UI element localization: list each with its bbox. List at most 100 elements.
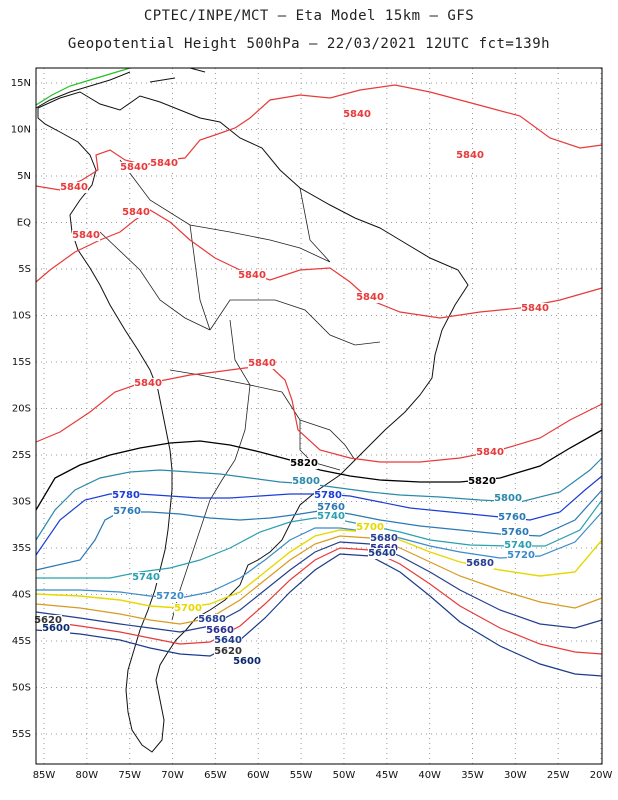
- lat-tick-label: 50S: [12, 683, 31, 694]
- contour-5840-mid: [35, 209, 603, 319]
- lon-tick-label: 55W: [290, 770, 313, 781]
- contour-5640: [35, 553, 603, 677]
- contour-label-5780: 5780: [112, 490, 140, 501]
- contour-label-bg: [504, 540, 532, 551]
- lat-tick-label: 10S: [12, 311, 31, 322]
- contour-label-5620: 5620: [34, 615, 62, 626]
- contour-label-5780: 5780: [314, 490, 342, 501]
- contour-label-bg: [317, 511, 345, 522]
- contour-label-5800: 5800: [292, 476, 320, 487]
- contour-label-5680: 5680: [370, 533, 398, 544]
- lat-tick-label: 5S: [18, 264, 31, 275]
- contour-label-5600: 5600: [233, 656, 261, 667]
- lat-tick-label: 10N: [11, 125, 31, 136]
- contour-label-5760: 5760: [317, 502, 345, 513]
- contour-label-bg: [72, 230, 100, 241]
- contour-5720: [36, 511, 603, 599]
- longitude-labels: 85W 80W 75W 70W 65W 60W 55W 50W 45W 40W 35W 30W 25W 2…: [33, 770, 613, 781]
- map-title-line1: CPTEC/INPE/MCT – Eta Model 15km – GFS: [143, 8, 475, 24]
- contour-5840-south: [35, 365, 603, 463]
- lat-tick-label: 30S: [12, 497, 31, 508]
- contour-label-5600: 5600: [42, 623, 70, 634]
- contour-label-bg: [498, 512, 526, 523]
- contour-label-5840: 5840: [150, 158, 178, 169]
- contour-label-5840: 5840: [476, 447, 504, 458]
- central-america-coast: [35, 67, 206, 109]
- contour-label-bg: [290, 458, 318, 469]
- contour-label-bg: [356, 292, 384, 303]
- contour-label-5740: 5740: [504, 540, 532, 551]
- contour-5760: [35, 489, 603, 571]
- contour-label-bg: [248, 358, 276, 369]
- contour-label-5840: 5840: [122, 207, 150, 218]
- contour-label-5660: 5660: [206, 625, 234, 636]
- contour-label-5840: 5840: [60, 182, 88, 193]
- contour-label-5700: 5700: [174, 603, 202, 614]
- contour-label-bg: [42, 623, 70, 634]
- lon-tick-label: 80W: [76, 770, 99, 781]
- country-borders: [99, 159, 381, 621]
- contour-5680: [35, 541, 603, 633]
- contour-label-bg: [214, 635, 242, 646]
- contour-label-bg: [34, 615, 62, 626]
- contour-label-5840: 5840: [120, 162, 148, 173]
- south-america-coastline: [37, 91, 469, 753]
- contour-label-5640: 5640: [214, 635, 242, 646]
- contour-5700: [35, 529, 603, 609]
- contour-label-5760: 5760: [501, 527, 529, 538]
- lon-tick-label: 25W: [547, 770, 570, 781]
- lon-tick-label: 75W: [118, 770, 141, 781]
- contour-lines: [35, 67, 603, 677]
- contour-label-bg: [317, 502, 345, 513]
- contour-label-bg: [292, 476, 320, 487]
- contour-label-5720: 5720: [156, 591, 184, 602]
- lat-tick-label: 15S: [12, 357, 31, 368]
- contour-label-bg: [113, 506, 141, 517]
- lon-tick-label: 70W: [161, 770, 184, 781]
- contour-label-bg: [521, 303, 549, 314]
- contour-label-bg: [214, 646, 242, 657]
- lat-tick-label: 55S: [12, 729, 31, 740]
- contour-label-bg: [156, 591, 184, 602]
- lon-tick-label: 35W: [461, 770, 484, 781]
- lon-tick-label: 40W: [418, 770, 441, 781]
- contour-label-5840: 5840: [134, 378, 162, 389]
- contour-label-bg: [468, 476, 496, 487]
- contour-label-5840: 5840: [456, 150, 484, 161]
- contour-label-bg: [112, 490, 140, 501]
- contour-label-bg: [494, 493, 522, 504]
- lat-tick-label: EQ: [17, 218, 31, 229]
- contour-label-5800: 5800: [494, 493, 522, 504]
- contour-label-bg: [198, 614, 226, 625]
- lon-tick-label: 60W: [247, 770, 270, 781]
- contour-label-bg: [476, 447, 504, 458]
- contour-label-5620: 5620: [214, 646, 242, 657]
- lat-tick-label: 15N: [11, 78, 31, 89]
- contour-label-bg: [370, 533, 398, 544]
- contour-label-5820: 5820: [290, 458, 318, 469]
- contour-5680-orange: [35, 535, 603, 625]
- contour-label-5840: 5840: [343, 109, 371, 120]
- contour-label-bg: [174, 603, 202, 614]
- contour-label-bg: [314, 490, 342, 501]
- contour-label-5680: 5680: [198, 614, 226, 625]
- lat-lon-grid: [36, 68, 602, 764]
- contour-label-bg: [356, 522, 384, 533]
- contour-label-5720: 5720: [507, 550, 535, 561]
- contour-label-bg: [343, 109, 371, 120]
- lat-tick-label: 5N: [17, 171, 31, 182]
- contour-label-bg: [368, 548, 396, 559]
- contour-label-5840: 5840: [521, 303, 549, 314]
- lon-tick-label: 50W: [333, 770, 356, 781]
- contour-label-bg: [233, 656, 261, 667]
- contour-label-bg: [134, 378, 162, 389]
- lon-tick-label: 30W: [504, 770, 527, 781]
- contour-label-5740: 5740: [132, 572, 160, 583]
- lon-tick-label: 20W: [590, 770, 613, 781]
- lon-tick-label: 45W: [375, 770, 398, 781]
- contour-label-5700: 5700: [356, 522, 384, 533]
- lat-tick-label: 40S: [12, 590, 31, 601]
- contour-label-bg: [456, 150, 484, 161]
